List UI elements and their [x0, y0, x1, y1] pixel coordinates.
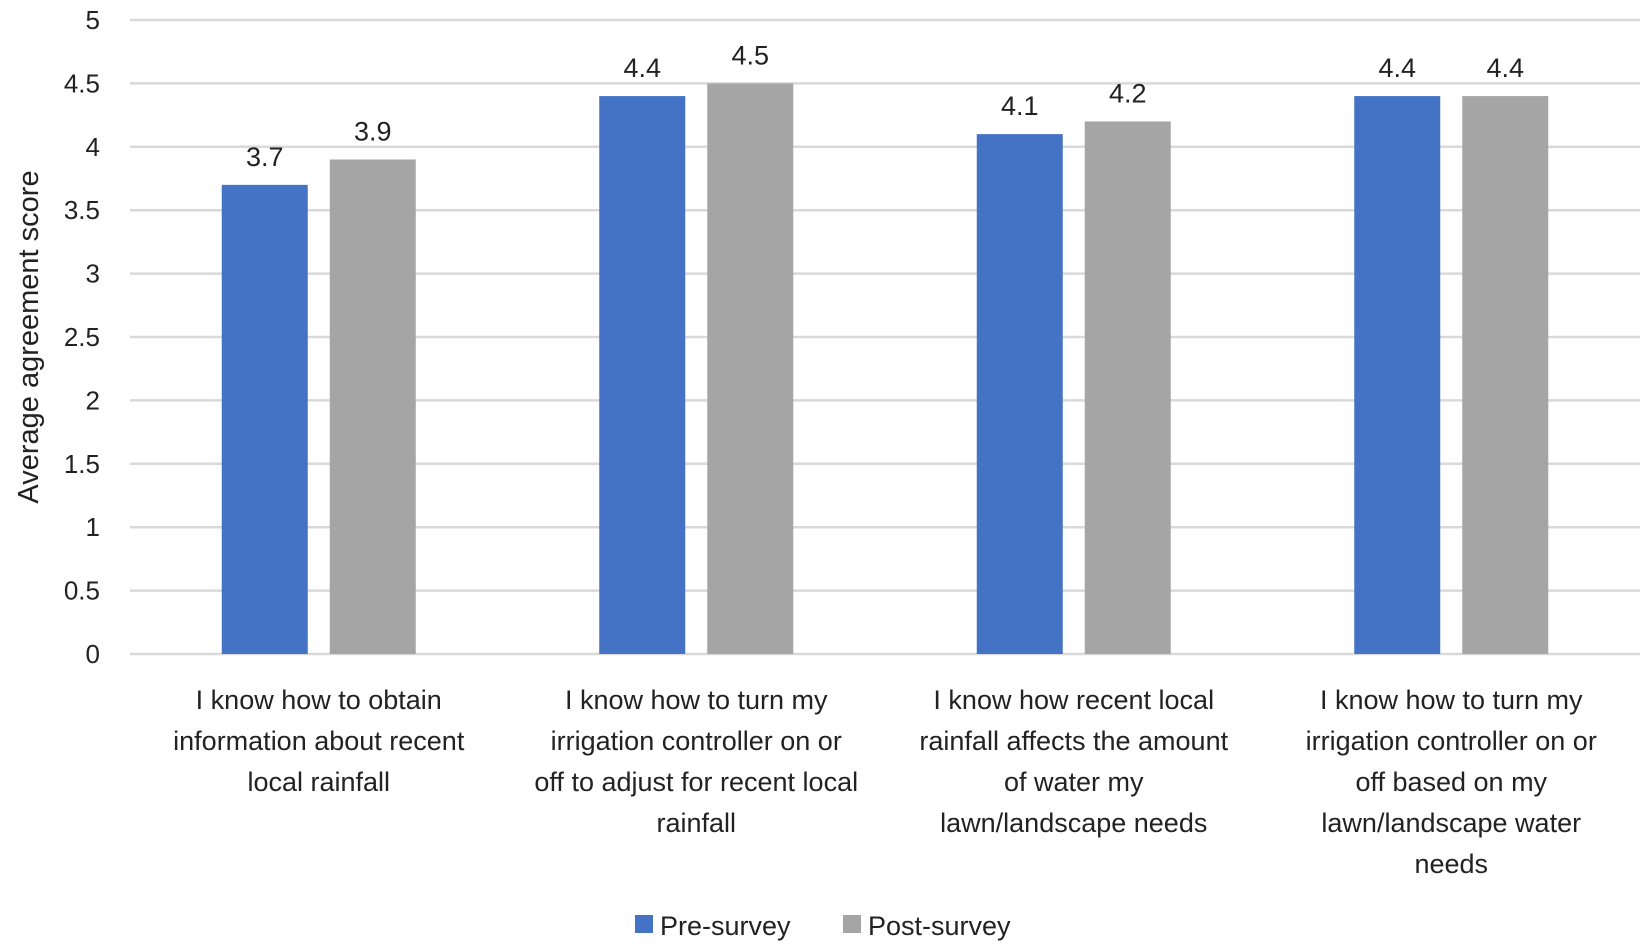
x-category-label-line: of water my	[1004, 767, 1144, 797]
data-label: 3.7	[246, 142, 284, 172]
y-tick-label: 0.5	[64, 576, 100, 606]
y-tick-label: 4.5	[64, 68, 100, 98]
bar-pre-survey	[221, 184, 308, 654]
bar-pre-survey	[976, 134, 1063, 654]
legend-label: Post-survey	[868, 911, 1011, 941]
x-category-label-line: rainfall	[656, 808, 736, 838]
x-category-label-line: local rainfall	[247, 767, 390, 797]
x-category-label-line: I know how to turn my	[1320, 685, 1583, 715]
x-category-label: I know how to turn my irrigation controll…	[534, 685, 858, 838]
x-category-label-line: I know how to turn my	[565, 685, 828, 715]
bar-post-survey	[707, 83, 794, 654]
x-category-label-line: lawn/landscape needs	[940, 808, 1207, 838]
x-category-label-line: off to adjust for recent local	[534, 767, 858, 797]
x-axis-categories: I know how to obtain information about re…	[173, 685, 1597, 879]
x-category-label-line: off based on my	[1355, 767, 1547, 797]
y-tick-label: 2	[86, 385, 100, 415]
legend: Pre-survey Post-survey	[635, 911, 1011, 941]
x-category-label: I know how to turn my irrigation controll…	[1306, 685, 1597, 879]
legend-item: Post-survey	[843, 911, 1011, 941]
x-category-label-line: needs	[1414, 849, 1488, 879]
data-label: 4.4	[1486, 53, 1524, 83]
x-category-label-line: I know how to obtain	[196, 685, 442, 715]
bar-post-survey	[1084, 121, 1171, 654]
y-tick-label: 2.5	[64, 322, 100, 352]
y-tick-label: 3	[86, 259, 100, 289]
x-category-label-line: irrigation controller on or	[551, 726, 842, 756]
bar-pre-survey	[599, 96, 686, 654]
data-label: 4.2	[1109, 78, 1147, 108]
y-tick-label: 1	[86, 512, 100, 542]
data-labels: 3.7 3.9 4.4 4.5 4.1 4.2 4.4 4.4	[246, 40, 1524, 171]
legend-swatch	[635, 915, 653, 933]
y-tick-label: 0	[86, 639, 100, 669]
data-label: 4.4	[1378, 53, 1416, 83]
y-tick-label: 5	[86, 5, 100, 35]
legend-label: Pre-survey	[660, 911, 791, 941]
bars	[221, 83, 1549, 655]
x-category-label: I know how recent local rainfall affects …	[919, 685, 1228, 838]
y-tick-label: 4	[86, 132, 100, 162]
bar-post-survey	[1462, 96, 1549, 654]
x-category-label-line: rainfall affects the amount	[919, 726, 1228, 756]
y-tick-label: 1.5	[64, 449, 100, 479]
x-category-label-line: I know how recent local	[933, 685, 1214, 715]
data-label: 4.5	[731, 40, 769, 70]
y-axis-title: Average agreement score	[13, 170, 45, 503]
x-category-label: I know how to obtain information about re…	[173, 685, 465, 797]
x-category-label-line: irrigation controller on or	[1306, 726, 1597, 756]
bar-pre-survey	[1354, 96, 1441, 654]
data-label: 3.9	[354, 116, 392, 146]
bar-post-survey	[329, 159, 416, 655]
legend-swatch	[843, 915, 861, 933]
x-category-label-line: information about recent	[173, 726, 465, 756]
legend-item: Pre-survey	[635, 911, 791, 941]
data-label: 4.4	[623, 53, 661, 83]
data-label: 4.1	[1001, 91, 1039, 121]
x-category-label-line: lawn/landscape water	[1321, 808, 1581, 838]
y-axis-ticks: 0 0.5 1 1.5 2 2.5 3 3.5 4 4.5 5	[64, 5, 100, 669]
y-tick-label: 3.5	[64, 195, 100, 225]
